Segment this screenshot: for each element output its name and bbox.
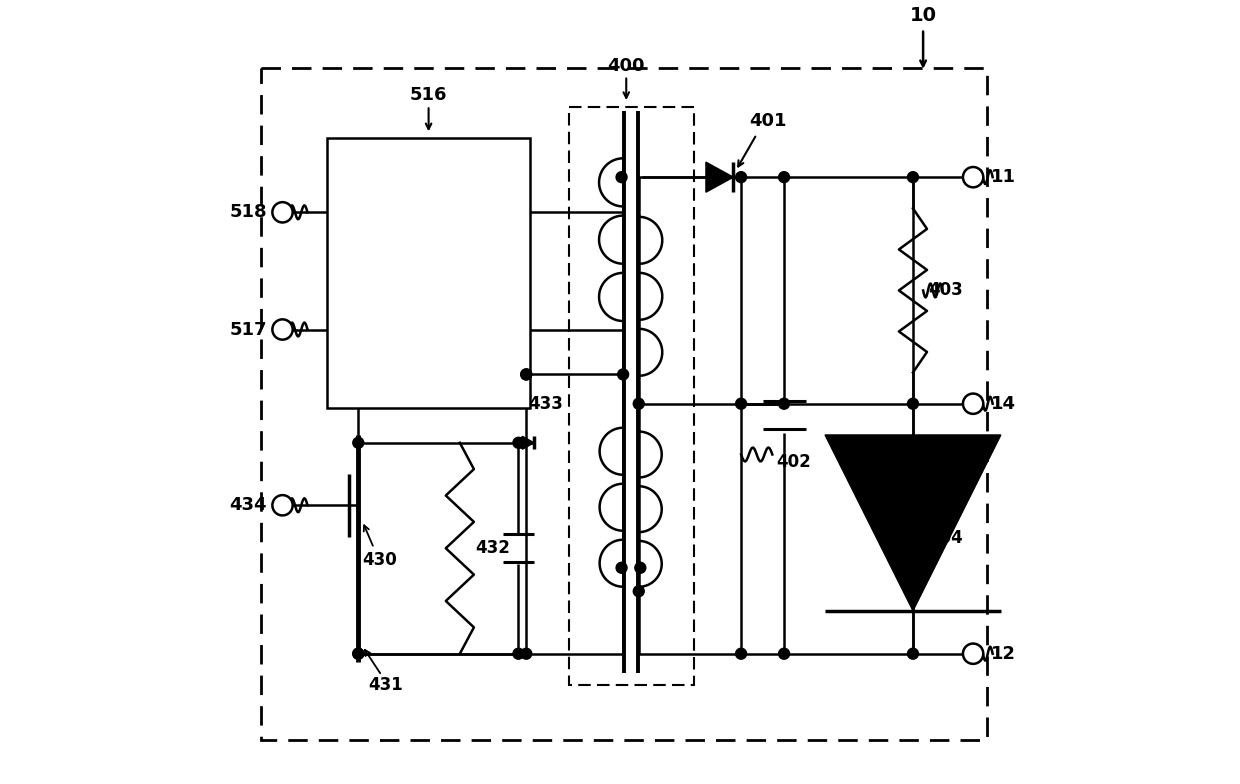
Text: 11: 11 [991, 168, 1016, 186]
Text: 432: 432 [475, 539, 510, 557]
Text: 400: 400 [608, 57, 645, 75]
Circle shape [908, 398, 919, 409]
Circle shape [635, 562, 646, 573]
Circle shape [735, 172, 746, 183]
Text: 431: 431 [368, 676, 403, 694]
Polygon shape [522, 437, 534, 449]
Text: 517: 517 [229, 321, 267, 339]
Polygon shape [706, 162, 733, 192]
Polygon shape [825, 435, 1001, 611]
Circle shape [963, 167, 983, 187]
Circle shape [963, 394, 983, 414]
Bar [569, 107, 694, 685]
Circle shape [779, 172, 790, 183]
Circle shape [353, 648, 363, 659]
Circle shape [779, 398, 790, 409]
Circle shape [735, 398, 746, 409]
Circle shape [273, 495, 293, 515]
Text: 518: 518 [229, 203, 267, 221]
Circle shape [353, 437, 363, 448]
Circle shape [634, 398, 645, 409]
Circle shape [353, 648, 363, 659]
Text: 516: 516 [410, 86, 448, 104]
Circle shape [521, 648, 532, 659]
Text: 401: 401 [750, 112, 787, 130]
Bar [260, 67, 987, 739]
Text: 404: 404 [929, 529, 963, 547]
Text: 14: 14 [991, 394, 1016, 412]
Text: 434: 434 [229, 496, 267, 514]
Circle shape [634, 586, 645, 597]
Text: 10: 10 [910, 6, 936, 25]
Text: 433: 433 [528, 394, 563, 412]
Circle shape [735, 648, 746, 659]
Text: 430: 430 [362, 551, 397, 569]
Bar [327, 138, 531, 408]
Circle shape [908, 172, 919, 183]
Circle shape [517, 437, 528, 448]
Circle shape [513, 648, 525, 659]
Circle shape [513, 437, 525, 448]
Circle shape [779, 648, 790, 659]
Circle shape [908, 648, 919, 659]
Text: 403: 403 [929, 281, 963, 299]
Circle shape [521, 369, 532, 380]
Circle shape [618, 369, 629, 380]
Circle shape [616, 172, 627, 183]
Circle shape [273, 319, 293, 339]
Text: 12: 12 [991, 644, 1016, 662]
Text: 402: 402 [776, 453, 811, 471]
Circle shape [616, 562, 627, 573]
Circle shape [521, 369, 532, 380]
Circle shape [963, 644, 983, 664]
Circle shape [273, 202, 293, 223]
